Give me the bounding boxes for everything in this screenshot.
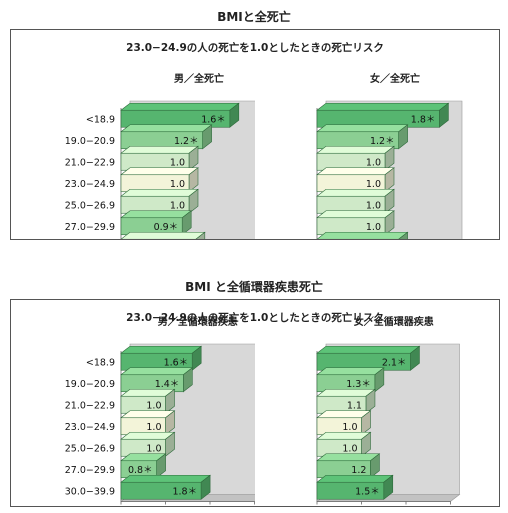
category-label: 25.0−26.9 — [65, 200, 115, 211]
data-label: 1.5＊ — [355, 486, 380, 497]
section1-subtitle: 23.0−24.9の人の死亡を1.0としたときの死亡リスク — [126, 42, 384, 54]
category-label: 21.0−22.9 — [65, 157, 115, 168]
data-label: 1.0 — [170, 157, 185, 168]
bar — [316, 453, 381, 479]
data-label: 1.0 — [366, 200, 381, 211]
bar — [120, 345, 203, 371]
section1-title: BMIと全死亡 — [217, 10, 291, 24]
bar — [316, 345, 421, 371]
data-label: 1.4＊ — [155, 379, 180, 390]
bar — [316, 188, 395, 214]
bar — [120, 102, 240, 128]
data-label: 1.8＊ — [411, 114, 436, 125]
chart-women-cardiovascular: 女／全循環器疾患01232.1＊1.3＊1.11.01.01.21.5＊ — [316, 315, 461, 505]
bar — [120, 367, 194, 393]
data-label: 1.0 — [146, 443, 161, 454]
category-label: 21.0−22.9 — [65, 400, 115, 411]
data-label: 1.0 — [170, 200, 185, 211]
section1-panel: 23.0−24.9の人の死亡を1.0としたときの死亡リスク 男／全死亡0121.… — [10, 29, 500, 240]
data-label: 1.2＊ — [174, 136, 199, 147]
bar — [120, 474, 211, 500]
data-label: 1.2＊ — [370, 136, 395, 147]
section2-panel: 23.0−24.9の人の死亡を1.0としたときの死亡リスク 男／全循環器疾患01… — [10, 299, 500, 507]
data-label: 1.0 — [366, 179, 381, 190]
chart-title: 男／全循環器疾患 — [158, 315, 238, 328]
data-label: 1.6＊ — [164, 357, 189, 368]
bar — [316, 167, 395, 193]
category-label: <18.9 — [86, 114, 115, 125]
data-label: 1.0 — [146, 422, 161, 433]
bar — [120, 124, 213, 150]
bar — [316, 210, 395, 236]
data-label: 1.0 — [366, 157, 381, 168]
bar — [120, 231, 206, 239]
bar — [120, 145, 199, 171]
chart-men-cardiovascular: 男／全循環器疾患01231.6＊<18.91.4＊19.0−20.91.021.… — [65, 315, 255, 505]
section2-title: BMI と全循環器疾患死亡 — [185, 280, 323, 294]
chart-title: 男／全死亡 — [174, 72, 224, 85]
bar — [120, 388, 176, 414]
category-label: 25.0−26.9 — [65, 443, 115, 454]
data-label: 1.0 — [342, 443, 357, 454]
bar — [316, 367, 385, 393]
data-label: 0.8＊ — [128, 465, 153, 476]
category-label: 19.0−20.9 — [65, 136, 115, 147]
data-label: 1.1 — [347, 400, 362, 411]
category-label: 23.0−24.9 — [65, 422, 115, 433]
chart-title: 女／全死亡 — [370, 72, 420, 85]
category-label: <18.9 — [86, 357, 115, 368]
chart-women-all-cause: 女／全死亡0121.8＊1.2＊1.01.01.01.01.2＊ — [316, 72, 463, 239]
bar — [316, 388, 376, 414]
bar — [120, 410, 176, 436]
bar — [316, 102, 450, 128]
category-label: 30.0−39.9 — [65, 486, 115, 497]
data-label: 1.0 — [342, 422, 357, 433]
category-label: 23.0−24.9 — [65, 179, 115, 190]
data-label: 1.0 — [170, 179, 185, 190]
data-label: 1.2 — [351, 465, 366, 476]
data-label: 0.9＊ — [154, 222, 179, 233]
data-label: 1.6＊ — [201, 114, 226, 125]
data-label: 1.8＊ — [172, 486, 197, 497]
bar — [120, 453, 167, 479]
bar — [120, 167, 199, 193]
chart-men-all-cause: 男／全死亡0121.6＊<18.91.2＊19.0−20.91.021.0−22… — [65, 72, 255, 239]
chart-title: 女／全循環器疾患 — [354, 315, 434, 328]
category-label: 19.0−20.9 — [65, 379, 115, 390]
bar — [316, 145, 395, 171]
category-label: 27.0−29.9 — [65, 222, 115, 233]
data-label: 1.0 — [366, 222, 381, 233]
bar — [120, 188, 199, 214]
data-label: 2.1＊ — [382, 357, 407, 368]
data-label: 1.0 — [146, 400, 161, 411]
category-label: 27.0−29.9 — [65, 465, 115, 476]
bar — [316, 474, 394, 500]
section2-subtitle: 23.0−24.9の人の死亡を1.0としたときの死亡リスク — [126, 312, 384, 324]
data-label: 1.3＊ — [346, 379, 371, 390]
bar — [316, 231, 409, 239]
